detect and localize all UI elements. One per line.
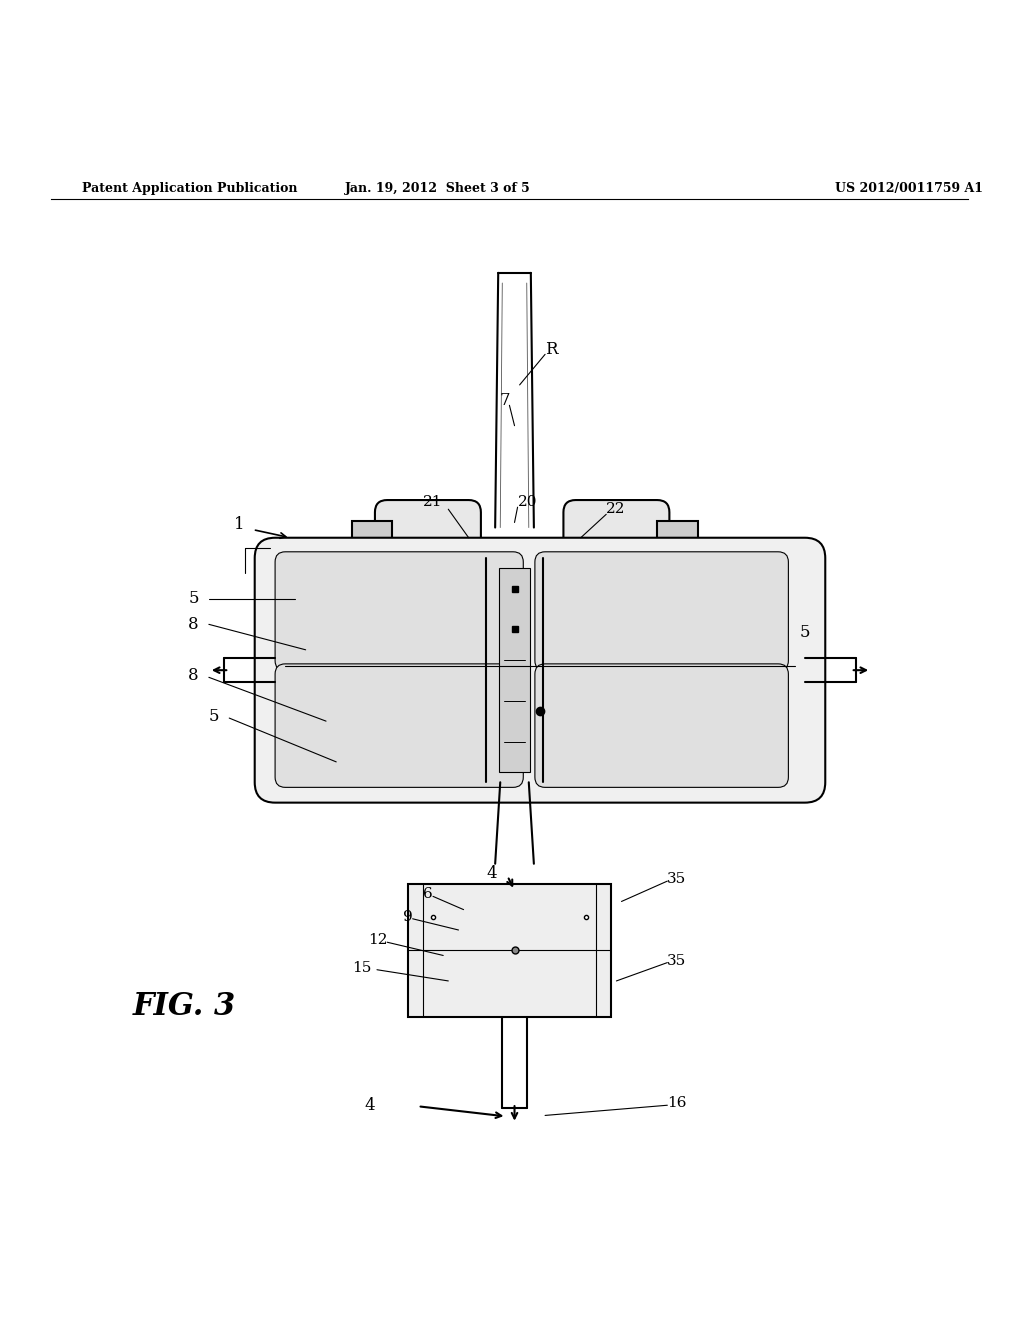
Text: 22: 22 — [606, 502, 626, 516]
Text: 5: 5 — [188, 590, 199, 607]
Bar — [351, 521, 392, 562]
Text: Patent Application Publication: Patent Application Publication — [82, 182, 297, 195]
Text: 35: 35 — [668, 873, 687, 886]
Text: 35: 35 — [668, 953, 687, 968]
Text: 9: 9 — [402, 909, 413, 924]
Text: R: R — [545, 341, 558, 358]
Text: 15: 15 — [352, 961, 372, 974]
Text: 5: 5 — [800, 624, 810, 642]
Text: FIG. 3: FIG. 3 — [132, 991, 236, 1022]
Bar — [657, 521, 698, 562]
Text: 21: 21 — [423, 495, 442, 510]
FancyBboxPatch shape — [255, 537, 825, 803]
Text: 4: 4 — [365, 1097, 375, 1114]
FancyBboxPatch shape — [275, 664, 523, 787]
FancyBboxPatch shape — [375, 500, 481, 595]
Text: Jan. 19, 2012  Sheet 3 of 5: Jan. 19, 2012 Sheet 3 of 5 — [345, 182, 531, 195]
Text: 7: 7 — [500, 392, 510, 409]
Text: US 2012/0011759 A1: US 2012/0011759 A1 — [836, 182, 983, 195]
Text: 8: 8 — [188, 616, 199, 632]
FancyBboxPatch shape — [535, 552, 788, 671]
FancyBboxPatch shape — [275, 552, 523, 671]
FancyBboxPatch shape — [535, 664, 788, 787]
Text: 8: 8 — [188, 667, 199, 684]
Text: 6: 6 — [423, 887, 433, 902]
Text: 4: 4 — [486, 866, 498, 883]
Bar — [500, 569, 529, 772]
Text: 12: 12 — [368, 933, 387, 948]
Text: 1: 1 — [234, 516, 245, 533]
Text: 16: 16 — [668, 1096, 687, 1110]
Bar — [408, 884, 611, 1016]
Text: 5: 5 — [209, 708, 219, 725]
Text: 20: 20 — [517, 495, 537, 510]
FancyBboxPatch shape — [563, 500, 670, 595]
